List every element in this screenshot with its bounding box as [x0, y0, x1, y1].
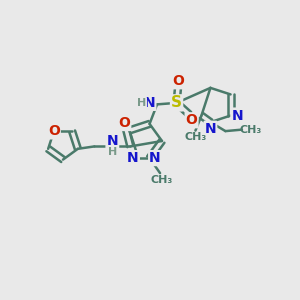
Text: CH₃: CH₃ [240, 124, 262, 135]
Text: O: O [48, 124, 60, 138]
Text: N: N [127, 151, 139, 165]
Text: H: H [137, 98, 146, 108]
Text: O: O [172, 74, 184, 88]
Text: N: N [144, 96, 155, 110]
Text: S: S [171, 95, 182, 110]
Text: N: N [149, 151, 161, 165]
Text: O: O [186, 113, 197, 127]
Text: H: H [108, 147, 117, 157]
Text: N: N [106, 134, 118, 148]
Text: N: N [231, 109, 243, 123]
Text: O: O [118, 116, 130, 130]
Text: CH₃: CH₃ [150, 175, 173, 185]
Text: CH₃: CH₃ [184, 132, 207, 142]
Text: N: N [205, 122, 216, 136]
